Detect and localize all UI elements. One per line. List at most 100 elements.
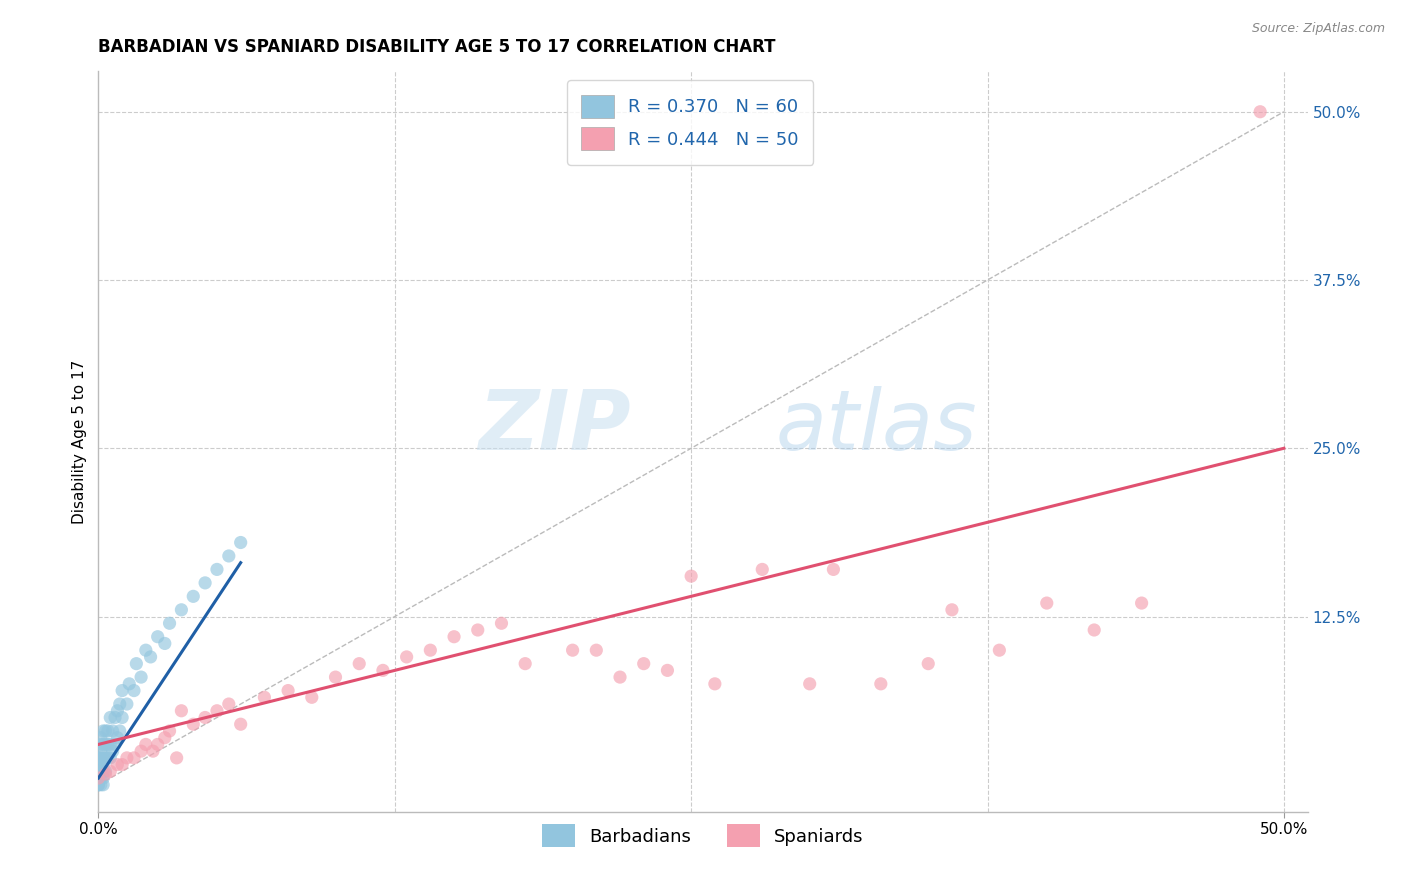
Point [166,751,188,765]
Point [799,677,821,691]
Point [1083,623,1105,637]
Point [129,670,152,684]
Point [681,569,703,583]
Point [94,764,117,779]
Point [917,657,939,671]
Point [170,603,193,617]
Text: Source: ZipAtlas.com: Source: ZipAtlas.com [1251,22,1385,36]
Point [703,677,725,691]
Point [277,683,299,698]
Point [125,657,148,671]
Point [87,778,110,792]
Point [94,723,117,738]
Point [90,764,112,779]
Point [111,710,134,724]
Point [97,738,120,752]
Legend: Barbadians, Spaniards: Barbadians, Spaniards [536,817,870,855]
Point [87,757,110,772]
Point [371,664,394,678]
Point [194,575,217,590]
Point [633,657,655,671]
Point [87,771,110,785]
Point [104,738,127,752]
Point [205,562,228,576]
Point [153,636,176,650]
Point [515,657,537,671]
Point [159,723,181,738]
Point [101,723,124,738]
Point [301,690,323,705]
Point [105,704,128,718]
Point [229,535,252,549]
Point [609,670,631,684]
Point [253,690,276,705]
Point [561,643,583,657]
Point [87,771,110,785]
Point [105,757,128,772]
Point [91,738,114,752]
Point [111,757,134,772]
Text: BARBADIAN VS SPANIARD DISABILITY AGE 5 TO 17 CORRELATION CHART: BARBADIAN VS SPANIARD DISABILITY AGE 5 T… [98,38,776,56]
Point [347,657,370,671]
Point [97,751,120,765]
Point [115,697,138,711]
Point [91,778,114,792]
Point [97,723,120,738]
Point [91,723,114,738]
Point [98,738,121,752]
Point [1036,596,1059,610]
Y-axis label: Disability Age 5 to 17: Disability Age 5 to 17 [72,359,87,524]
Point [87,757,110,772]
Point [87,778,110,792]
Point [91,764,114,779]
Point [91,771,114,785]
Point [105,731,128,745]
Point [218,697,240,711]
Point [205,704,228,718]
Point [170,704,193,718]
Point [115,751,138,765]
Point [129,744,152,758]
Point [118,677,141,691]
Point [90,744,112,758]
Point [1130,596,1153,610]
Point [146,630,169,644]
Text: ZIP: ZIP [478,386,630,467]
Point [94,751,117,765]
Point [135,643,157,657]
Point [823,562,845,576]
Point [87,764,110,779]
Point [585,643,607,657]
Point [104,710,127,724]
Text: atlas: atlas [776,386,977,467]
Point [1249,104,1271,119]
Point [122,683,145,698]
Point [87,764,110,779]
Point [181,717,204,731]
Point [467,623,489,637]
Point [988,643,1011,657]
Point [101,744,124,758]
Point [98,764,121,779]
Point [90,778,112,792]
Point [90,771,112,785]
Point [108,697,131,711]
Point [90,757,112,772]
Point [419,643,441,657]
Point [491,616,513,631]
Point [135,738,157,752]
Point [94,767,117,781]
Point [751,562,773,576]
Point [657,664,679,678]
Point [218,549,240,563]
Point [90,731,112,745]
Point [869,677,891,691]
Point [87,751,110,765]
Point [122,751,145,765]
Point [159,616,181,631]
Point [91,751,114,765]
Point [111,683,134,698]
Point [194,710,217,724]
Point [153,731,176,745]
Point [87,751,110,765]
